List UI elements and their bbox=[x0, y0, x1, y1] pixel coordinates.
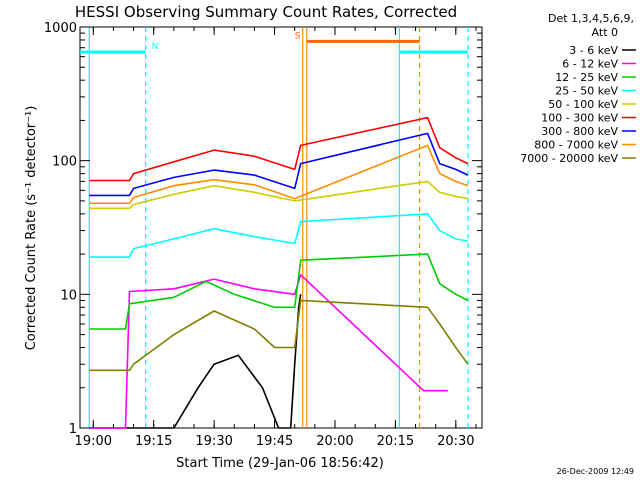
x-axis-ticks: 19:00 19:15 19:30 19:45 20:00 20:15 20:30 bbox=[75, 27, 477, 449]
series-layer bbox=[89, 116, 469, 429]
legend-entry-label: 50 - 100 keV bbox=[548, 98, 618, 111]
x-tick-label: 20:00 bbox=[316, 434, 353, 449]
y-axis-ticks: 1 10 100 1000 bbox=[44, 21, 482, 437]
series-line-9 bbox=[89, 299, 469, 372]
chart-title: HESSI Observing Summary Count Rates, Cor… bbox=[75, 3, 457, 21]
legend-title-line-2: Att 0 bbox=[592, 26, 618, 39]
series-line-4 bbox=[89, 213, 469, 258]
legend-entry-label: 3 - 6 keV bbox=[569, 44, 618, 57]
legend-entry-label: 12 - 25 keV bbox=[555, 71, 618, 84]
series-line-2 bbox=[89, 273, 448, 429]
plot-frame bbox=[79, 26, 483, 429]
y-tick-label: 100 bbox=[52, 155, 77, 170]
x-tick-label: 20:15 bbox=[377, 434, 414, 449]
series-line-5 bbox=[89, 180, 469, 210]
annotation-label-n: N bbox=[152, 42, 159, 52]
legend-entry-label: 100 - 300 keV bbox=[541, 112, 618, 125]
y-axis-label: Corrected Count Rate (s⁻¹ detector⁻¹) bbox=[24, 106, 39, 351]
y-tick-label: 10 bbox=[60, 288, 77, 303]
series-line-6 bbox=[89, 116, 469, 182]
x-tick-label: 19:45 bbox=[256, 434, 293, 449]
series-line-3 bbox=[89, 253, 469, 330]
series-line-8 bbox=[89, 144, 469, 205]
legend-entry-label: 800 - 7000 keV bbox=[534, 139, 618, 152]
legend-entry-label: 300 - 800 keV bbox=[541, 125, 618, 138]
legend-entry-label: 7000 - 20000 keV bbox=[520, 152, 618, 165]
x-tick-label: 19:30 bbox=[195, 434, 232, 449]
x-axis-label: Start Time (29-Jan-06 18:56:42) bbox=[176, 456, 384, 471]
x-tick-label: 19:15 bbox=[135, 434, 172, 449]
annotation-label-s: S bbox=[295, 31, 301, 41]
vertical-markers bbox=[88, 27, 469, 428]
series-line-1 bbox=[89, 294, 302, 429]
x-tick-label: 19:00 bbox=[75, 434, 112, 449]
y-tick-label: 1 bbox=[69, 422, 77, 437]
footer-timestamp: 26-Dec-2009 12:49 bbox=[557, 467, 634, 476]
y-tick-label: 1000 bbox=[44, 21, 77, 36]
legend-entry-label: 25 - 50 keV bbox=[555, 85, 618, 98]
legend-entry-label: 6 - 12 keV bbox=[562, 58, 618, 71]
x-tick-label: 20:30 bbox=[437, 434, 474, 449]
legend-title-line-1: Det 1,3,4,5,6,9, bbox=[548, 12, 634, 25]
series-line-7 bbox=[89, 132, 469, 197]
annotation-bars: NS bbox=[80, 31, 468, 54]
